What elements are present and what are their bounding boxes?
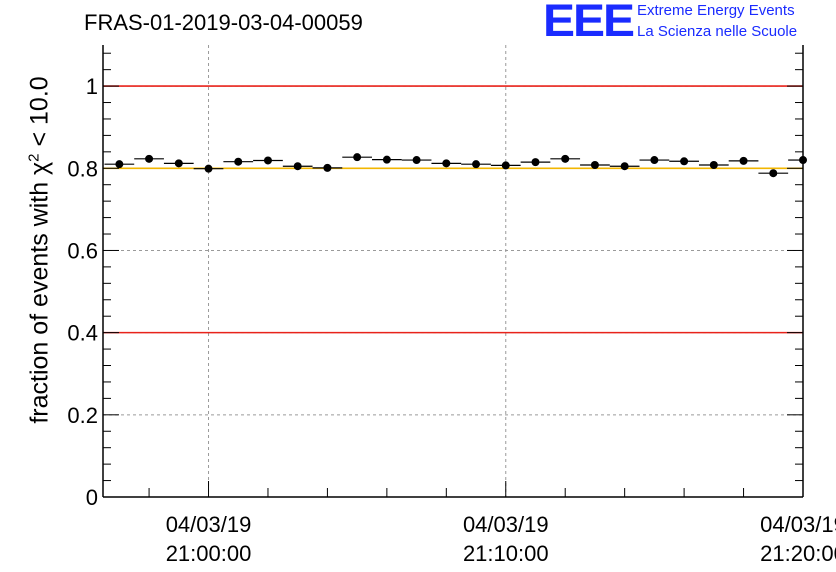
axes — [102, 45, 804, 498]
data-point — [323, 163, 332, 172]
x-tick-label: 04/03/19 — [463, 512, 549, 537]
x-tick-label: 04/03/19 — [760, 512, 836, 537]
x-tick-label: 21:20:00 — [760, 541, 836, 566]
data-point — [442, 159, 451, 168]
data-point — [680, 157, 689, 166]
data-markers — [104, 153, 807, 178]
data-point — [145, 154, 154, 163]
y-tick-label: 0.8 — [67, 156, 98, 181]
x-tick-label: 21:00:00 — [166, 541, 252, 566]
reference-lines — [103, 85, 803, 334]
data-point — [769, 169, 778, 178]
data-point — [650, 156, 659, 165]
grid-lines — [103, 45, 804, 497]
data-point — [620, 162, 629, 171]
x-tick-label: 21:10:00 — [463, 541, 549, 566]
data-point — [501, 161, 510, 170]
y-axis-label-sup: 2 — [25, 153, 43, 162]
data-point — [412, 156, 421, 165]
run-title: FRAS-01-2019-03-04-00059 — [84, 10, 363, 35]
y-tick-label: 0 — [86, 485, 98, 510]
data-point — [590, 160, 599, 169]
data-point — [709, 160, 718, 169]
y-axis-label-suffix: < 10.0 — [25, 76, 54, 154]
data-point — [115, 160, 124, 169]
logo-line-2: La Scienza nelle Scuole — [637, 23, 798, 40]
data-point — [293, 162, 302, 171]
eee-logo: EEE — [543, 0, 635, 47]
data-point — [353, 153, 362, 162]
y-tick-label: 1 — [86, 74, 98, 99]
data-point — [531, 158, 540, 167]
data-point — [174, 159, 183, 168]
y-tick-label: 0.4 — [67, 321, 98, 346]
y-tick-label: 0.6 — [67, 238, 98, 263]
y-axis-label-prefix: fraction of events with χ — [25, 161, 54, 424]
data-point — [739, 156, 748, 165]
y-axis-label: fraction of events with χ2 < 10.0 — [25, 76, 54, 423]
data-point — [234, 157, 243, 166]
data-point — [561, 154, 570, 163]
logo-line-1: Extreme Energy Events — [637, 2, 795, 19]
tick-labels: 0 0.2 0.4 0.6 0.8 1 04/03/19 21:00:00 04/03/19 21… — [67, 74, 836, 566]
data-point — [204, 164, 213, 173]
y-tick-label: 0.2 — [67, 403, 98, 428]
data-point — [263, 156, 272, 165]
data-point — [472, 160, 481, 169]
data-point — [799, 156, 807, 165]
x-tick-label: 04/03/19 — [166, 512, 252, 537]
data-point — [382, 155, 391, 164]
